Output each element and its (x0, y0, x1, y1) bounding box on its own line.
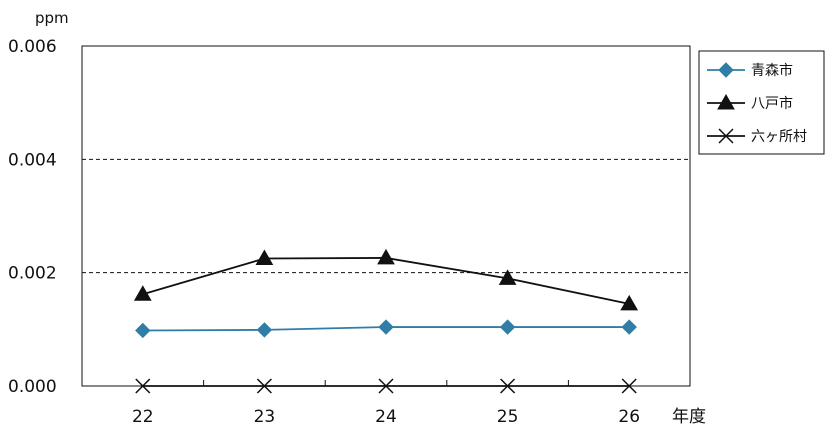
series-2-point-23 (256, 378, 272, 394)
series-0-point-23 (256, 322, 273, 338)
plot-area (81, 45, 691, 387)
series-0 (135, 319, 637, 339)
x-tick-label-26: 26 (618, 407, 640, 427)
series-0-point-24 (378, 319, 394, 335)
series-1-point-25 (498, 269, 517, 285)
series-layer (133, 248, 639, 394)
series-1-point-26 (620, 294, 639, 311)
series-2-point-25-stroke-b (500, 378, 516, 394)
series-2-point-24-stroke-b (378, 378, 394, 394)
legend-marker-2-stroke-b (718, 128, 734, 144)
legend-marker-0 (718, 62, 734, 78)
gridlines (82, 158, 690, 274)
legend-item-0: 青森市 (707, 62, 793, 79)
x-tick-label-25: 25 (497, 407, 519, 427)
legend-item-1: 八戸市 (707, 93, 793, 112)
y-axis-unit-label: ppm (35, 9, 69, 27)
series-0-point-26 (621, 319, 637, 335)
series-1-point-22 (133, 285, 152, 301)
y-tick-label-1: 0.002 (8, 264, 57, 284)
y-tick-label-3: 0.006 (8, 37, 57, 57)
legend-label-0: 青森市 (751, 62, 793, 79)
legend-item-2: 六ヶ所村 (707, 128, 807, 145)
series-2-point-22-stroke-b (135, 378, 151, 394)
y-tick-label-0: 0.000 (8, 377, 57, 397)
series-1-point-24 (377, 248, 395, 265)
legend-label-2: 六ヶ所村 (751, 129, 807, 145)
x-tick-label-24: 24 (375, 407, 397, 427)
series-0-point-25 (499, 319, 516, 335)
x-axis-unit-label: 年度 (672, 407, 706, 427)
series-1-point-23 (255, 249, 274, 265)
axes-layer: 0.000 0.002 0.004 0.006 22 23 24 25 26 (8, 37, 640, 427)
series-2-point-26-stroke-b (621, 378, 637, 394)
series-2-point-25 (500, 378, 516, 394)
y-tick-label-2: 0.004 (8, 150, 57, 170)
x-tick-label-23: 23 (254, 407, 276, 427)
plot-border (81, 45, 691, 387)
series-2-point-22 (135, 378, 151, 394)
series-0-point-22 (135, 322, 151, 339)
series-2-point-26 (621, 378, 637, 394)
x-tick-label-22: 22 (132, 407, 154, 427)
series-2-point-23-stroke-b (256, 378, 272, 394)
series-2 (135, 378, 637, 394)
legend-marker-2 (718, 128, 734, 144)
series-2-point-24 (378, 378, 394, 394)
legend-marker-1 (717, 93, 735, 110)
series-line-1 (142, 257, 630, 305)
legend-label-1: 八戸市 (751, 95, 793, 112)
series-1 (133, 248, 639, 311)
